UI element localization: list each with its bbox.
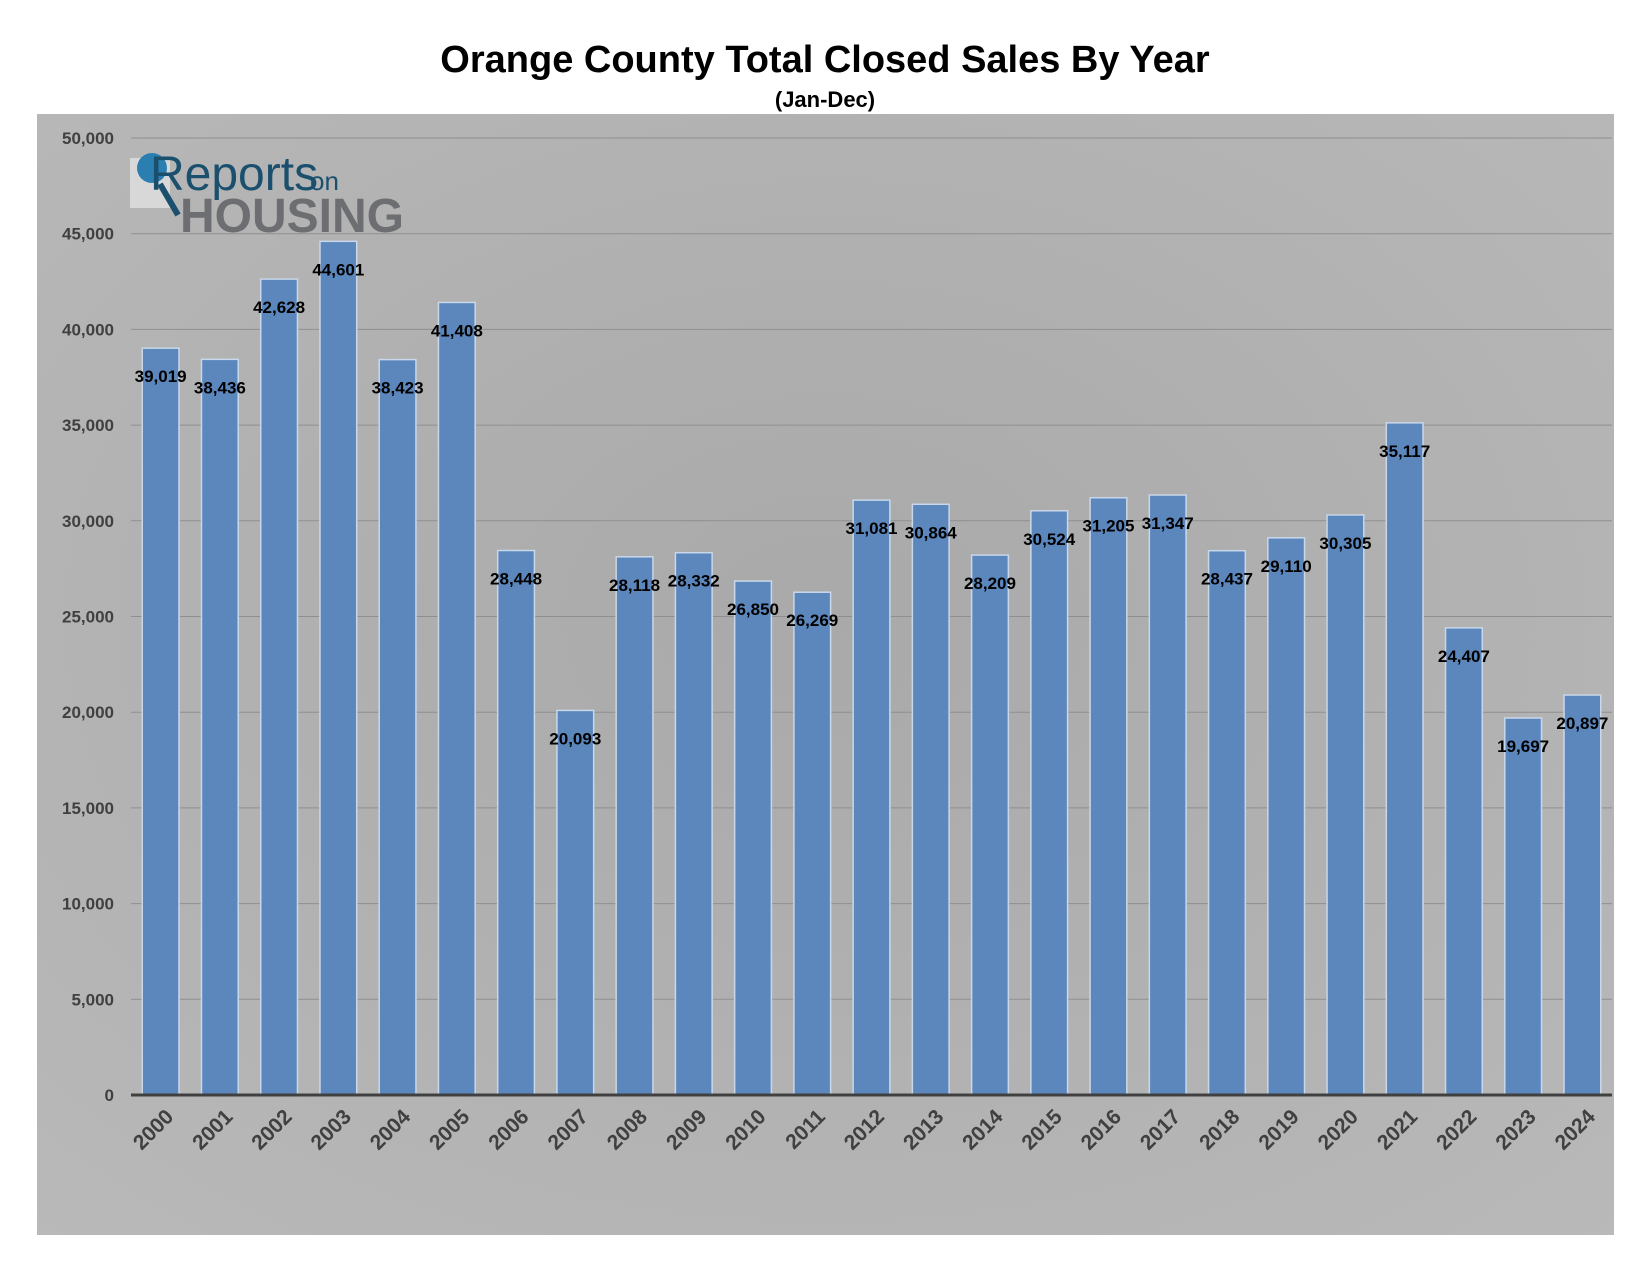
data-label-2022: 24,407 (1438, 647, 1490, 666)
bar-2023 (1504, 717, 1543, 1096)
data-label-2016: 31,205 (1082, 517, 1134, 536)
bar-2019 (1267, 537, 1306, 1096)
bar-2013 (911, 503, 950, 1096)
y-tick-label: 5,000 (71, 990, 114, 1009)
bar-2008 (615, 556, 654, 1096)
y-tick-label: 25,000 (62, 608, 114, 627)
data-label-2011: 26,269 (786, 611, 838, 630)
y-tick-label: 35,000 (62, 416, 114, 435)
data-label-2019: 29,110 (1261, 557, 1312, 576)
bar-2002 (259, 278, 299, 1096)
bar-2022 (1444, 627, 1484, 1096)
data-label-2017: 31,347 (1142, 514, 1194, 533)
bar-2016 (1089, 496, 1128, 1096)
logo: Reports on HOUSING (130, 148, 404, 243)
bar-2015 (1030, 510, 1069, 1096)
bar-2014 (970, 554, 1010, 1096)
logo-handle (157, 182, 181, 217)
bar-2012 (852, 499, 891, 1096)
y-tick-label: 50,000 (62, 129, 114, 148)
data-label-2020: 30,305 (1319, 534, 1371, 553)
data-label-2004: 38,423 (372, 379, 424, 398)
data-label-2001: 38,436 (194, 378, 246, 397)
data-label-2013: 30,864 (905, 523, 958, 542)
bar-2007 (556, 709, 595, 1096)
data-label-2021: 35,117 (1379, 442, 1430, 461)
bar-2024 (1563, 694, 1602, 1096)
data-label-2005: 41,408 (431, 321, 483, 340)
logo-text-on: on (310, 166, 339, 196)
logo-magnifier-icon (137, 153, 167, 183)
data-label-2023: 19,697 (1497, 737, 1549, 756)
data-label-2003: 44,601 (312, 260, 364, 279)
data-label-2009: 28,332 (668, 572, 720, 591)
y-tick-label: 0 (105, 1086, 114, 1105)
logo-text-housing: HOUSING (180, 190, 404, 243)
data-label-2008: 28,118 (609, 576, 660, 595)
y-tick-label: 40,000 (62, 320, 114, 339)
data-label-2006: 28,448 (490, 570, 542, 589)
chart-subtitle: (Jan-Dec) (775, 87, 875, 112)
bar-2003 (319, 240, 358, 1096)
bar-2004 (378, 358, 417, 1096)
data-label-2000: 39,019 (135, 367, 187, 386)
bar-2009 (674, 551, 713, 1096)
data-label-2007: 20,093 (549, 729, 601, 748)
bar-2017 (1148, 494, 1187, 1096)
bar-2020 (1326, 514, 1365, 1096)
data-label-2024: 20,897 (1556, 714, 1608, 733)
bar-2021 (1385, 422, 1424, 1096)
bar-2001 (200, 358, 239, 1096)
bar-2018 (1207, 549, 1247, 1096)
y-tick-label: 45,000 (62, 225, 114, 244)
chart-title: Orange County Total Closed Sales By Year (440, 39, 1210, 81)
logo-text-reports: Reports (150, 148, 318, 201)
data-label-2018: 28,437 (1201, 570, 1253, 589)
bar-2011 (793, 591, 832, 1096)
y-tick-label: 15,000 (62, 799, 114, 818)
y-tick-label: 20,000 (62, 703, 114, 722)
data-label-2014: 28,209 (964, 574, 1016, 593)
y-tick-label: 10,000 (62, 895, 114, 914)
bar-2010 (733, 580, 773, 1096)
data-label-2010: 26,850 (727, 600, 779, 619)
bar-2006 (496, 549, 536, 1096)
data-label-2012: 31,081 (846, 519, 898, 538)
data-label-2015: 30,524 (1023, 530, 1076, 549)
bar-2000 (141, 347, 180, 1096)
y-tick-label: 30,000 (62, 512, 114, 531)
data-label-2002: 42,628 (253, 298, 305, 317)
bar-2005 (437, 301, 476, 1096)
